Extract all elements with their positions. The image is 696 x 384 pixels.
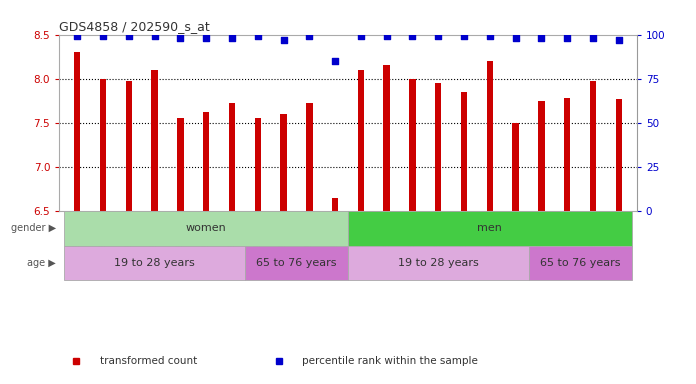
Bar: [512, 123, 519, 211]
Bar: [332, 198, 338, 211]
Bar: [615, 99, 622, 211]
Bar: [255, 118, 261, 211]
Bar: [590, 81, 596, 211]
Bar: [151, 70, 158, 211]
Bar: [435, 83, 441, 211]
Bar: [409, 79, 416, 211]
Point: [97, 33, 109, 40]
Point: [303, 33, 315, 40]
Text: gender ▶: gender ▶: [10, 223, 56, 233]
Point: [407, 33, 418, 40]
Bar: [125, 81, 132, 211]
Bar: [461, 92, 467, 211]
Text: age ▶: age ▶: [27, 258, 56, 268]
Text: women: women: [186, 223, 226, 233]
Bar: [280, 114, 287, 211]
Bar: [245, 246, 348, 280]
Bar: [348, 211, 632, 246]
Point: [484, 33, 496, 40]
Text: 65 to 76 years: 65 to 76 years: [256, 258, 337, 268]
Point: [226, 35, 237, 41]
Point: [252, 33, 263, 40]
Text: GDS4858 / 202590_s_at: GDS4858 / 202590_s_at: [59, 20, 210, 33]
Point: [72, 33, 83, 40]
Point: [587, 35, 599, 41]
Point: [381, 33, 393, 40]
Bar: [177, 118, 184, 211]
Bar: [64, 246, 245, 280]
Bar: [538, 101, 545, 211]
Point: [356, 33, 367, 40]
Bar: [100, 79, 106, 211]
Point: [562, 35, 573, 41]
Point: [278, 37, 289, 43]
Point: [175, 35, 186, 41]
Point: [329, 58, 340, 64]
Point: [510, 35, 521, 41]
Point: [459, 33, 470, 40]
Point: [433, 33, 444, 40]
Text: percentile rank within the sample: percentile rank within the sample: [302, 356, 477, 366]
Point: [149, 33, 160, 40]
Bar: [229, 103, 235, 211]
Bar: [564, 98, 571, 211]
Bar: [74, 52, 81, 211]
Bar: [358, 70, 364, 211]
Text: 19 to 28 years: 19 to 28 years: [398, 258, 479, 268]
Point: [536, 35, 547, 41]
Bar: [487, 61, 493, 211]
Point: [200, 35, 212, 41]
Bar: [383, 65, 390, 211]
Bar: [64, 211, 348, 246]
Bar: [306, 103, 313, 211]
Text: men: men: [477, 223, 503, 233]
Point: [613, 37, 624, 43]
Point: [123, 33, 134, 40]
Text: 19 to 28 years: 19 to 28 years: [114, 258, 195, 268]
Bar: [348, 246, 528, 280]
Bar: [203, 112, 209, 211]
Bar: [528, 246, 632, 280]
Text: transformed count: transformed count: [100, 356, 197, 366]
Text: 65 to 76 years: 65 to 76 years: [540, 258, 620, 268]
